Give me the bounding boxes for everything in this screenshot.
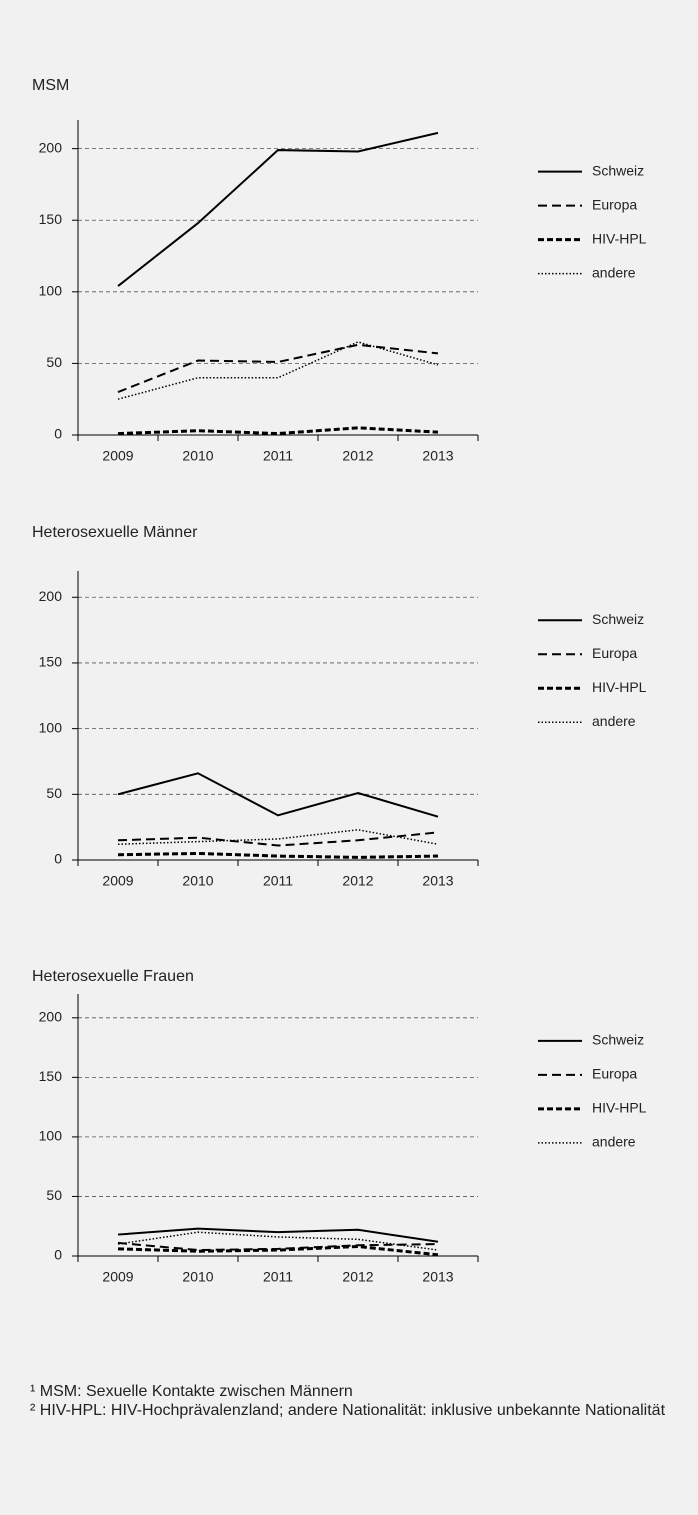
footnote: ² HIV-HPL: HIV-Hochprävalenzland; andere… [30, 1402, 666, 1419]
legend-label: HIV-HPL [592, 679, 647, 695]
x-tick-label: 2012 [342, 448, 373, 464]
x-tick-label: 2013 [422, 1269, 453, 1285]
legend-label: HIV-HPL [592, 230, 647, 246]
x-tick-label: 2012 [342, 873, 373, 889]
x-tick-label: 2009 [102, 873, 133, 889]
line-series [117, 1244, 439, 1257]
y-tick-label: 100 [39, 719, 63, 735]
line-series [117, 131, 439, 287]
legend-label: Schweiz [592, 162, 644, 178]
x-tick-label: 2009 [102, 1269, 133, 1285]
legend-label: Europa [592, 196, 637, 212]
line-series [117, 1231, 439, 1251]
legend-label: andere [592, 264, 636, 280]
chart-title: Heterosexuelle Frauen [32, 968, 194, 985]
legend-label: HIV-HPL [592, 1100, 647, 1116]
y-tick-label: 0 [54, 1247, 62, 1263]
legend-label: Europa [592, 645, 637, 661]
line-series [117, 829, 439, 845]
line-series [117, 1227, 439, 1243]
charts: MSM 0 50 100 150 200 2009 2010 2011 2012 2013 Schwe… [32, 77, 647, 1285]
y-tick-label: 50 [46, 1187, 62, 1203]
x-tick-label: 2009 [102, 448, 133, 464]
x-tick-label: 2011 [263, 448, 293, 464]
y-tick-label: 100 [39, 283, 63, 299]
x-tick-label: 2010 [182, 873, 213, 889]
line-series [117, 851, 439, 859]
line-series [117, 343, 439, 393]
y-tick-label: 100 [39, 1128, 63, 1144]
y-tick-label: 200 [39, 588, 63, 604]
y-tick-label: 50 [46, 354, 62, 370]
x-tick-label: 2010 [182, 448, 213, 464]
line-series [117, 426, 439, 436]
x-tick-label: 2013 [422, 873, 453, 889]
legend-label: Schweiz [592, 611, 644, 627]
line-series [117, 831, 439, 847]
y-tick-label: 0 [54, 851, 62, 867]
x-tick-label: 2012 [342, 1269, 373, 1285]
legend-label: andere [592, 713, 636, 729]
y-tick-label: 0 [54, 426, 62, 442]
y-tick-label: 150 [39, 654, 63, 670]
line-series [117, 1241, 439, 1252]
y-tick-label: 200 [39, 1009, 63, 1025]
line-series [117, 772, 439, 818]
x-tick-label: 2013 [422, 448, 453, 464]
footnote: ¹ MSM: Sexuelle Kontakte zwischen Männer… [30, 1383, 353, 1400]
line-series [117, 341, 439, 400]
y-tick-label: 150 [39, 1068, 63, 1084]
chart-title: MSM [32, 77, 69, 94]
y-tick-label: 150 [39, 211, 63, 227]
x-tick-label: 2011 [263, 873, 293, 889]
x-tick-label: 2010 [182, 1269, 213, 1285]
legend-label: Schweiz [592, 1032, 644, 1048]
x-tick-label: 2011 [263, 1269, 293, 1285]
legend-label: andere [592, 1134, 636, 1150]
legend-label: Europa [592, 1066, 637, 1082]
y-tick-label: 200 [39, 139, 63, 155]
footnotes: ¹ MSM: Sexuelle Kontakte zwischen Männer… [30, 1382, 670, 1420]
y-tick-label: 50 [46, 785, 62, 801]
chart-title: Heterosexuelle Männer [32, 524, 198, 541]
